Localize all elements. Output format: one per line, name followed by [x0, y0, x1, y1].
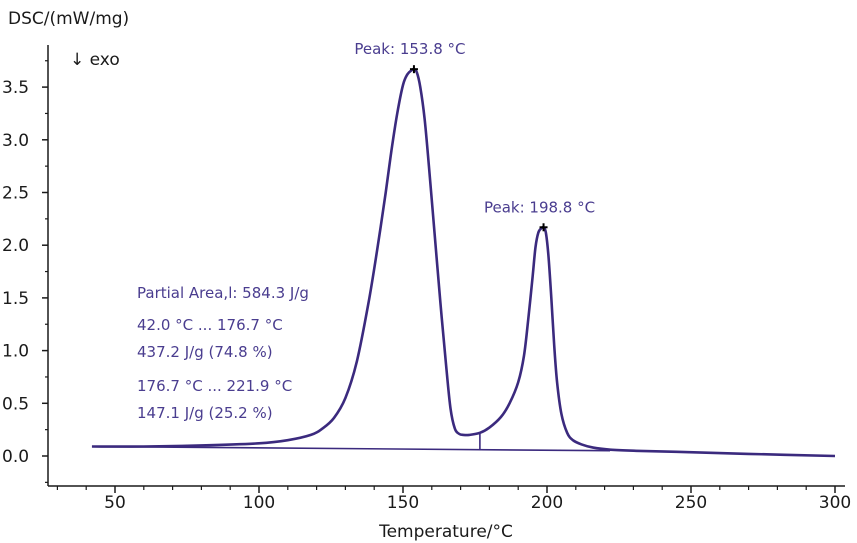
- y-axis-label: DSC/(mW/mg): [8, 9, 129, 29]
- y-tick-label: 0.5: [2, 394, 29, 414]
- partial-area-label: Partial Area,l: 584.3 J/g: [137, 284, 309, 302]
- y-tick-label: 3.0: [2, 131, 29, 151]
- y-ticks: 0.0 0.5 1.0 1.5 2.0 2.5 3.0 3.5: [2, 60, 48, 483]
- x-tick-label: 150: [387, 493, 419, 513]
- area-1-label: 437.2 J/g (74.8 %): [137, 343, 273, 361]
- y-tick-label: 2.0: [2, 236, 29, 256]
- range-2-label: 176.7 °C ... 221.9 °C: [137, 377, 292, 395]
- y-tick-label: 2.5: [2, 184, 29, 204]
- peak-label: Peak: 198.8 °C: [484, 198, 595, 216]
- range-1-label: 42.0 °C ... 176.7 °C: [137, 316, 283, 334]
- y-tick-label: 0.0: [2, 447, 29, 467]
- y-tick-label: 1.0: [2, 342, 29, 362]
- peak-label: Peak: 153.8 °C: [354, 40, 465, 58]
- peak-markers: Peak: 153.8 °C Peak: 198.8 °C: [354, 40, 595, 232]
- y-tick-label: 1.5: [2, 289, 29, 309]
- exo-direction-label: ↓ exo: [70, 50, 120, 70]
- x-tick-label: 250: [675, 493, 707, 513]
- y-tick-label: 3.5: [2, 78, 29, 98]
- x-axis-label: Temperature/°C: [378, 522, 513, 542]
- x-tick-label: 50: [104, 493, 126, 513]
- x-ticks: 50 100 150 200 250 300: [56, 486, 851, 513]
- area-2-label: 147.1 J/g (25.2 %): [137, 404, 273, 422]
- x-tick-label: 100: [243, 493, 275, 513]
- x-tick-label: 200: [531, 493, 563, 513]
- dsc-curve: [91, 67, 836, 458]
- x-tick-label: 300: [819, 493, 851, 513]
